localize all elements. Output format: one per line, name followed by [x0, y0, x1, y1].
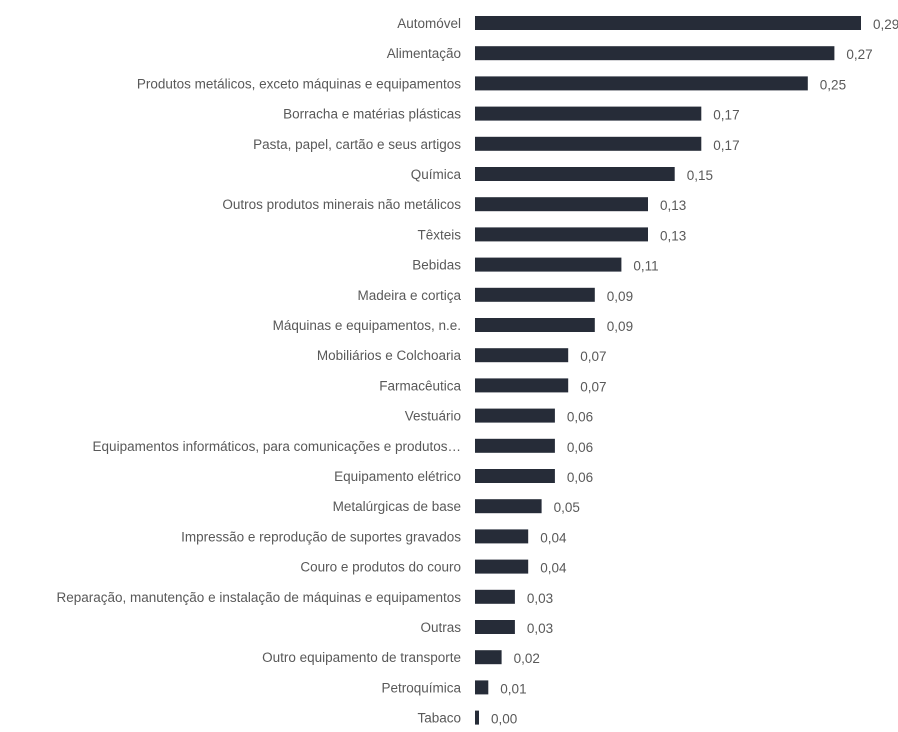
value-label: 0,09	[607, 319, 633, 334]
category-label: Têxteis	[417, 227, 461, 242]
bar	[475, 499, 542, 514]
category-label: Alimentação	[387, 46, 461, 61]
category-labels: Automóvel Alimentação Produtos metálicos, …	[56, 16, 461, 726]
value-label: 0,09	[607, 289, 633, 304]
value-label: 0,17	[713, 108, 739, 123]
value-label: 0,17	[713, 138, 739, 153]
bar	[475, 378, 569, 393]
value-label: 0,05	[554, 500, 580, 515]
category-label: Máquinas e equipamentos, n.e.	[273, 318, 461, 333]
bar	[475, 348, 569, 363]
category-label: Produtos metálicos, exceto máquinas e eq…	[137, 76, 461, 91]
value-label: 0,07	[580, 379, 606, 394]
value-label: 0,13	[660, 228, 686, 243]
bar	[475, 408, 555, 423]
bar	[475, 559, 529, 574]
value-label: 0,01	[500, 681, 526, 696]
category-label: Automóvel	[397, 16, 461, 31]
category-label: Química	[411, 167, 462, 182]
category-label: Equipamentos informáticos, para comunica…	[93, 439, 461, 454]
value-label: 0,25	[820, 77, 846, 92]
category-label: Farmacêutica	[379, 378, 461, 393]
value-label: 0,04	[540, 561, 567, 576]
bar	[475, 257, 622, 272]
category-label: Impressão e reprodução de suportes grava…	[181, 529, 461, 544]
bar	[475, 620, 515, 634]
bar	[475, 680, 489, 695]
value-label: 0,03	[527, 591, 553, 606]
category-label: Outro equipamento de transporte	[262, 650, 461, 665]
category-label: Tabaco	[417, 711, 461, 726]
category-label: Pasta, papel, cartão e seus artigos	[253, 137, 461, 152]
bars-layer	[475, 16, 861, 725]
value-label: 0,03	[527, 621, 553, 636]
bar	[475, 469, 555, 483]
bar	[475, 227, 648, 242]
value-label: 0,00	[491, 712, 517, 727]
category-label: Reparação, manutenção e instalação de má…	[56, 590, 461, 605]
category-label: Petroquímica	[381, 680, 461, 695]
bar	[475, 16, 861, 30]
value-label: 0,11	[633, 259, 658, 274]
category-label: Madeira e cortiça	[357, 288, 461, 303]
value-labels: 0,290,270,250,170,170,150,130,130,110,09…	[491, 17, 898, 727]
bar	[475, 589, 515, 604]
bar	[475, 710, 479, 725]
value-label: 0,13	[660, 198, 686, 213]
bar	[475, 650, 502, 665]
value-label: 0,06	[567, 410, 593, 425]
category-label: Metalúrgicas de base	[333, 499, 461, 514]
bar	[475, 46, 835, 61]
bar	[475, 438, 555, 453]
value-label: 0,07	[580, 349, 606, 364]
bar	[475, 167, 675, 181]
bar	[475, 287, 595, 302]
bar	[475, 318, 595, 332]
bar	[475, 197, 648, 212]
value-label: 0,02	[514, 651, 540, 666]
category-label: Borracha e matérias plásticas	[283, 107, 461, 122]
category-label: Vestuário	[405, 409, 461, 424]
value-label: 0,29	[873, 17, 898, 32]
value-label: 0,27	[846, 47, 872, 62]
bar	[475, 106, 702, 121]
category-label: Mobiliários e Colchoaria	[317, 348, 462, 363]
category-label: Outras	[420, 620, 461, 635]
value-label: 0,06	[567, 470, 593, 485]
value-label: 0,04	[540, 530, 567, 545]
category-label: Outros produtos minerais não metálicos	[222, 197, 461, 212]
bar	[475, 76, 808, 91]
category-label: Bebidas	[412, 258, 461, 273]
bar	[475, 529, 529, 544]
value-label: 0,15	[687, 168, 713, 183]
category-label: Couro e produtos do couro	[300, 560, 461, 575]
bar	[475, 136, 702, 151]
value-label: 0,06	[567, 440, 593, 455]
category-label: Equipamento elétrico	[334, 469, 461, 484]
